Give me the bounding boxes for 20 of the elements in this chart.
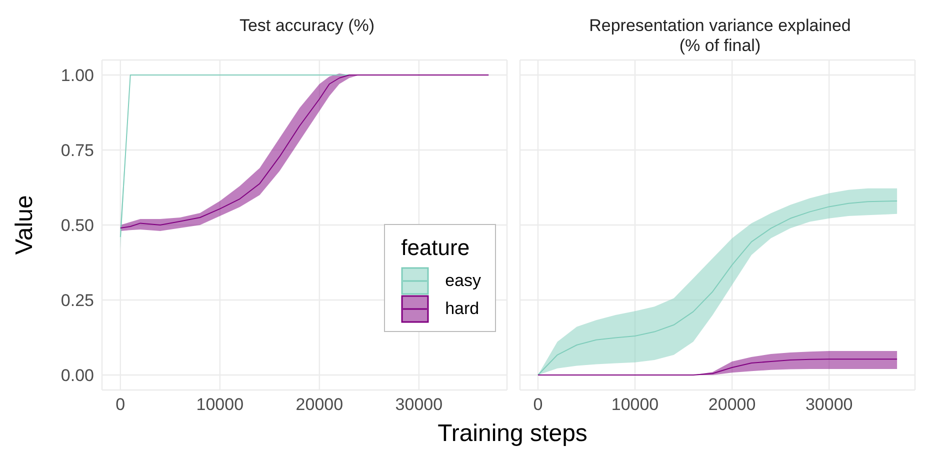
y-tick-label: 1.00 <box>60 66 94 86</box>
chart-title: Representation variance explained (% of final) <box>588 16 852 56</box>
legend-label: hard <box>445 299 480 319</box>
x-tick-label: 10000 <box>196 395 244 414</box>
y-tick-label: 0.00 <box>60 366 94 386</box>
x-tick-label: 30000 <box>805 395 853 414</box>
x-tick-label: 10000 <box>611 395 659 414</box>
y-tick-label: 0.25 <box>60 291 94 310</box>
legend-label: easy <box>445 271 481 291</box>
x-tick-label: 20000 <box>296 395 344 414</box>
y-tick-label: 0.50 <box>60 216 94 236</box>
x-tick-label: 0 <box>116 395 126 414</box>
x-axis-title: Training steps <box>436 420 588 448</box>
y-tick-label: 0.75 <box>60 141 94 160</box>
x-tick-label: 30000 <box>395 395 443 414</box>
y-axis-title: Value <box>11 195 39 255</box>
x-tick-label: 0 <box>533 395 543 414</box>
legend-title: feature <box>401 235 471 261</box>
x-tick-label: 20000 <box>708 395 756 414</box>
chart-title: Test accuracy (%) <box>238 16 376 36</box>
